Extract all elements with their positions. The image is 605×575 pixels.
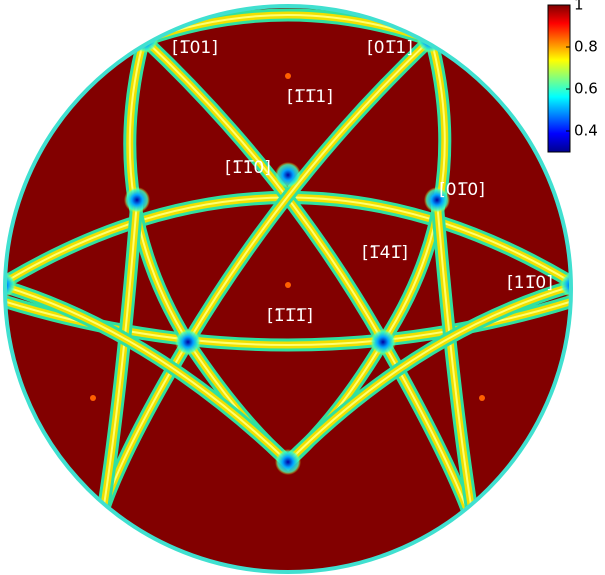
zone-label: [1̅1̅1̅]: [267, 306, 313, 326]
zone-label: [01̅0]: [439, 180, 485, 200]
colorbar-tick-label: 0.8: [574, 38, 598, 56]
pole: [370, 329, 396, 355]
pole: [424, 187, 450, 213]
pole: [275, 449, 301, 475]
labels: [1̅01] [01̅1] [1̅1̅1] [1̅1̅0] [01̅0] [1̅41̅] […: [172, 38, 553, 326]
pole: [560, 272, 571, 298]
pole: [467, 532, 493, 558]
colorbar-tick-label: 0.4: [574, 122, 598, 140]
pole: [82, 532, 108, 558]
zone-label: [11̅0]: [507, 273, 553, 293]
spot: [285, 282, 291, 288]
colorbar-ticks: 1 0.8 0.6 0.4: [566, 0, 598, 140]
pole: [5, 272, 16, 298]
disk-edge: [3, 4, 573, 574]
colorbar-tick-label: 1: [574, 0, 584, 14]
pole: [175, 329, 201, 355]
spot: [90, 395, 96, 401]
spot: [285, 73, 291, 79]
colorbar-tick-label: 0.6: [574, 80, 598, 98]
zone-label: [1̅1̅0]: [225, 158, 271, 178]
zone-label: [1̅41̅]: [362, 243, 408, 263]
spot: [479, 395, 485, 401]
zone-label: [01̅1]: [367, 38, 413, 58]
pole: [124, 187, 150, 213]
band-core: [144, 14, 431, 41]
zone-label: [1̅01]: [172, 38, 218, 58]
colorbar: [547, 4, 571, 153]
zone-label: [1̅1̅1]: [287, 87, 333, 107]
pole: [275, 162, 301, 188]
